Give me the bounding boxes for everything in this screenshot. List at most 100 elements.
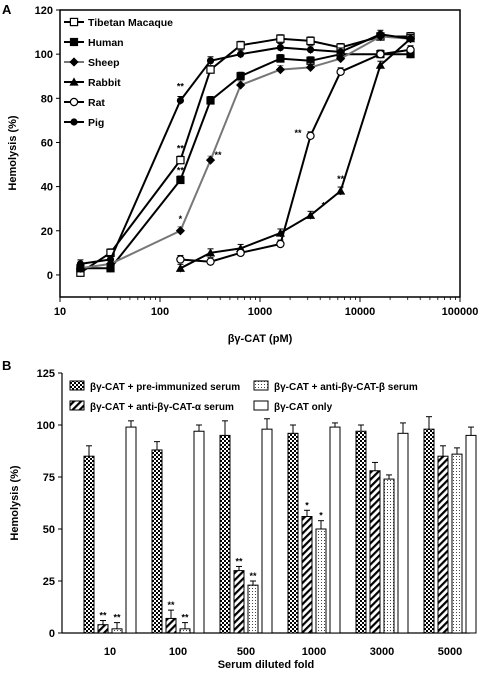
marker-filled-circle xyxy=(206,57,215,65)
bar xyxy=(83,455,95,634)
marker-open-square xyxy=(276,34,285,43)
marker-filled-circle xyxy=(237,50,245,58)
marker-open-square xyxy=(69,17,79,27)
y-tick-label: 100 xyxy=(35,49,53,61)
bar xyxy=(301,516,313,634)
x-tick-label: 500 xyxy=(237,646,255,658)
marker-filled-diamond xyxy=(336,53,346,64)
bar xyxy=(233,570,245,634)
series-pig xyxy=(76,29,415,268)
bar xyxy=(179,628,191,634)
significance-mark: ** xyxy=(167,600,175,610)
bar xyxy=(465,434,477,634)
marker-open-circle xyxy=(376,49,385,59)
marker-filled-circle xyxy=(276,43,285,52)
panel-b-bars xyxy=(83,416,477,634)
marker-open-circle xyxy=(276,239,285,249)
bar xyxy=(329,426,341,634)
y-tick-label: 20 xyxy=(41,226,53,238)
marker-filled-circle xyxy=(176,96,185,105)
panel-a-x-axis-title: βγ-CAT (pM) xyxy=(228,333,293,345)
bar xyxy=(261,428,273,634)
significance-mark: ** xyxy=(214,150,222,160)
legend-swatch xyxy=(69,400,85,411)
significance-mark: * xyxy=(179,214,183,224)
legend-item: Tibetan Macaque xyxy=(64,17,173,29)
marker-filled-square xyxy=(69,37,79,47)
marker-filled-triangle xyxy=(205,248,216,257)
bar xyxy=(165,617,177,634)
x-tick-label: 3000 xyxy=(370,646,394,658)
significance-mark: ** xyxy=(177,81,185,91)
panel-a-annotations: ************** xyxy=(177,81,345,223)
bar xyxy=(287,432,299,634)
legend-label: βγ-CAT + anti-βγ-CAT-β serum xyxy=(274,382,418,393)
y-tick-label: 0 xyxy=(49,628,55,640)
significance-mark: ** xyxy=(295,128,303,138)
marker-open-circle xyxy=(236,248,245,258)
x-tick-label: 10 xyxy=(54,306,66,318)
x-tick-label: 1000 xyxy=(302,646,326,658)
legend-item: Human xyxy=(64,37,124,49)
marker-filled-diamond xyxy=(175,226,186,236)
panel-b-annotations: ** ************ xyxy=(99,500,323,622)
legend-item: Pig xyxy=(64,117,104,129)
panel-b-ticks: 0 25 50 75 100 125 10 100 500 1000 3000 5000 xyxy=(37,368,463,658)
marker-filled-circle xyxy=(306,46,315,54)
marker-filled-circle xyxy=(106,255,115,264)
legend-swatch xyxy=(69,380,85,391)
y-tick-label: 125 xyxy=(37,368,55,380)
bar xyxy=(355,430,367,634)
series-sheep xyxy=(75,31,416,273)
bar xyxy=(97,624,109,634)
marker-filled-square xyxy=(206,96,215,105)
marker-filled-triangle xyxy=(305,210,316,219)
x-tick-label: 10 xyxy=(104,646,116,658)
legend-item: βγ-CAT + anti-βγ-CAT-β serum xyxy=(253,380,418,393)
marker-open-square xyxy=(236,41,245,50)
marker-filled-triangle xyxy=(69,77,79,86)
bar xyxy=(437,455,449,634)
legend-item: Rabbit xyxy=(64,77,121,89)
series-line xyxy=(80,53,411,270)
legend-swatch xyxy=(253,400,269,411)
marker-open-circle xyxy=(406,45,415,54)
series-line xyxy=(180,48,411,263)
significance-mark: * xyxy=(319,511,323,521)
y-tick-label: 60 xyxy=(41,137,53,149)
marker-open-circle xyxy=(69,97,79,107)
legend-label: βγ-CAT + pre-immunized serum xyxy=(90,382,240,393)
significance-mark: ** xyxy=(249,571,257,581)
panel-a-plot-frame xyxy=(59,9,461,298)
legend-item: βγ-CAT + pre-immunized serum xyxy=(69,380,240,393)
bar xyxy=(383,478,395,634)
significance-mark: ** xyxy=(337,174,345,184)
legend-item: Sheep xyxy=(64,57,120,69)
marker-filled-diamond xyxy=(305,62,316,72)
legend-label: Sheep xyxy=(88,57,120,69)
significance-mark: ** xyxy=(177,143,185,153)
bar xyxy=(151,449,163,634)
panel-b-y-axis-title: Hemolysis (%) xyxy=(9,465,21,541)
legend-label: βγ-CAT only xyxy=(274,402,333,413)
marker-filled-circle xyxy=(337,48,345,56)
legend-swatch xyxy=(253,380,269,391)
series-tibetan-macaque xyxy=(76,31,415,277)
significance-mark: ** xyxy=(99,611,107,621)
marker-open-circle xyxy=(306,131,315,141)
x-tick-label: 100 xyxy=(169,646,187,658)
significance-mark: ** xyxy=(181,613,189,623)
bar xyxy=(369,470,381,634)
panel-b-x-axis-title: Serum diluted fold xyxy=(218,659,315,671)
marker-filled-diamond xyxy=(205,155,216,165)
marker-open-circle xyxy=(206,257,215,266)
marker-filled-triangle xyxy=(175,263,186,272)
legend-label: Tibetan Macaque xyxy=(88,17,173,29)
marker-filled-diamond xyxy=(275,65,286,75)
significance-mark: * xyxy=(322,201,326,211)
series-line xyxy=(179,37,412,270)
bar xyxy=(125,426,137,634)
bar xyxy=(315,528,327,634)
y-tick-label: 100 xyxy=(37,420,55,432)
